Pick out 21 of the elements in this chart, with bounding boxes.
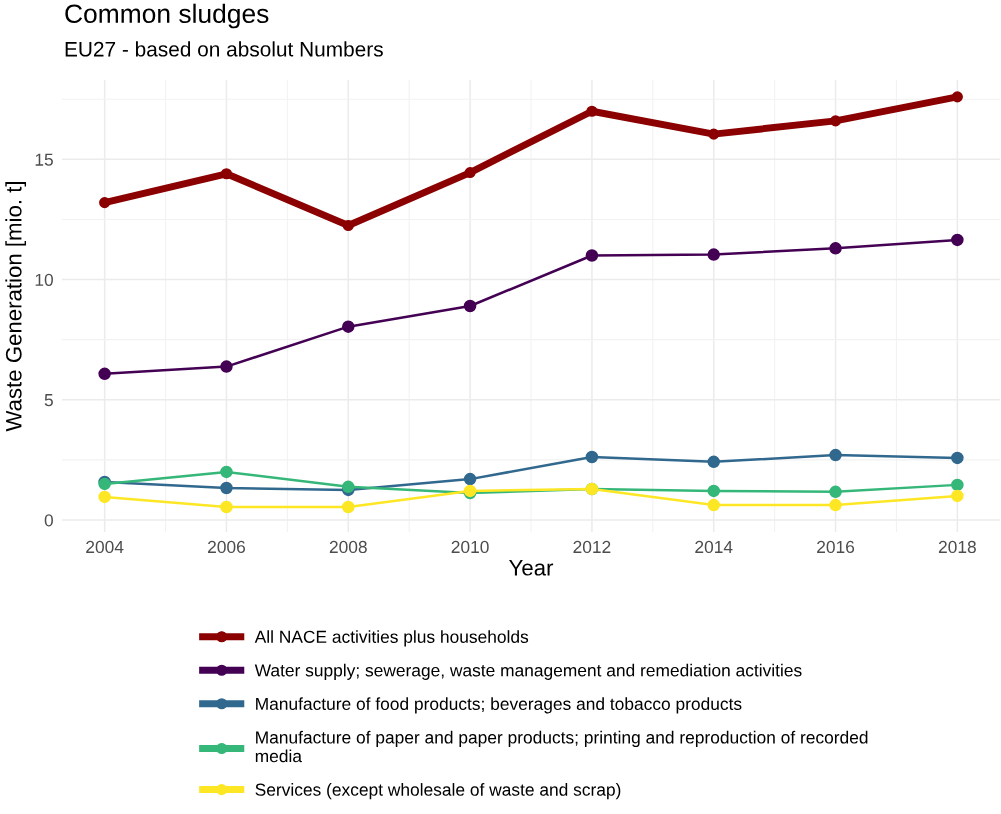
chart-subtitle: EU27 - based on absolut Numbers bbox=[65, 41, 383, 57]
legend-label: All NACE activities plus households bbox=[254, 630, 529, 647]
y-tick-label: 15 bbox=[35, 153, 53, 166]
x-tick-label: 2014 bbox=[695, 540, 733, 554]
y-tick-label: 0 bbox=[44, 514, 53, 527]
legend-label: Water supply; sewerage, waste management and remediation activities bbox=[254, 663, 802, 680]
x-tick-label: 2010 bbox=[451, 540, 489, 554]
chart-title: Common sludges bbox=[65, 3, 269, 29]
y-tick-label: 10 bbox=[35, 273, 53, 287]
legend-label: Manufacture of food products; beverages and tobacco products bbox=[256, 697, 742, 714]
x-axis-title: Year bbox=[509, 560, 554, 576]
x-tick-label: 2004 bbox=[86, 540, 124, 554]
x-tick-label: 2016 bbox=[817, 540, 855, 554]
y-tick-label: 5 bbox=[44, 394, 53, 407]
x-tick-label: 2018 bbox=[938, 540, 976, 554]
x-tick-label: 2012 bbox=[573, 540, 611, 554]
y-axis-title: Waste Generation [mio. t] bbox=[5, 182, 27, 432]
legend-label: Manufacture of paper and paper products; printing and reproduction of recorded media bbox=[255, 730, 868, 763]
x-tick-label: 2008 bbox=[329, 540, 367, 554]
legend-label: Services (except wholesale of waste and scrap) bbox=[255, 783, 621, 800]
x-tick-label: 2006 bbox=[208, 540, 245, 554]
